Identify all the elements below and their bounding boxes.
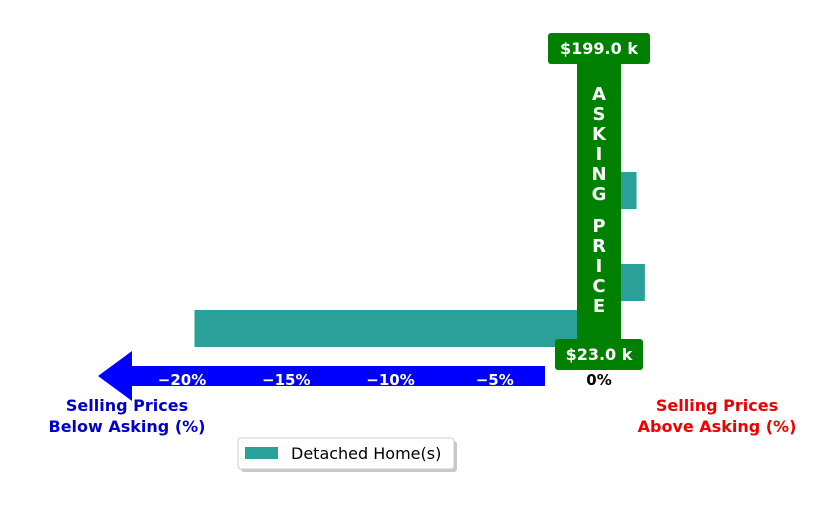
price-bottom-label: $23.0 k (566, 345, 633, 364)
asking-price-letter: R (592, 236, 606, 257)
above-asking-label-line2: Above Asking (%) (638, 417, 797, 436)
below-asking-arrow (98, 351, 545, 401)
legend-box (237, 437, 455, 470)
asking-price-letter: I (596, 256, 603, 277)
asking-price-letter: I (596, 144, 603, 165)
asking-price-letter: G (592, 184, 607, 205)
asking-price-letter: N (591, 164, 606, 185)
price-top-box (548, 33, 650, 64)
price-top-label: $199.0 k (560, 39, 638, 58)
x-tick-label: −20% (158, 371, 206, 389)
legend: Detached Home(s) (237, 437, 457, 472)
bar (194, 310, 599, 347)
asking-price-letter: C (592, 276, 605, 297)
legend-label: Detached Home(s) (291, 444, 441, 463)
legend-swatch (245, 447, 278, 459)
price-bottom-box (555, 339, 643, 370)
above-asking-label-line1: Selling Prices (656, 396, 778, 415)
asking-price-letter: P (592, 216, 605, 237)
below-asking-label-line1: Selling Prices (66, 396, 188, 415)
asking-price-band (577, 58, 621, 348)
x-tick-label-zero: 0% (586, 371, 611, 389)
asking-price-letter: S (593, 104, 606, 125)
asking-price-letter: K (592, 124, 607, 145)
x-tick-label: −15% (262, 371, 310, 389)
asking-price-letter: E (593, 296, 605, 317)
x-tick-label: −10% (366, 371, 414, 389)
below-asking-label-line2: Below Asking (%) (49, 417, 206, 436)
x-tick-label: −5% (476, 371, 514, 389)
asking-price-letter: A (592, 84, 606, 105)
x-tick-labels: −20% −15% −10% −5% (158, 371, 514, 389)
